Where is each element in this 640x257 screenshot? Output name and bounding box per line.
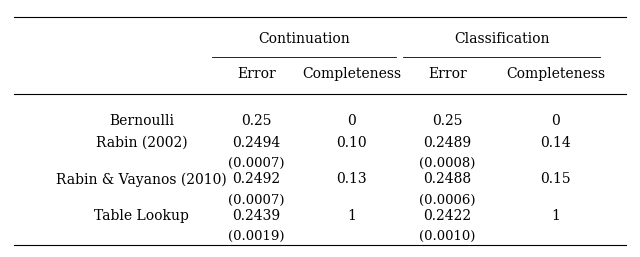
Text: Completeness: Completeness	[506, 67, 605, 81]
Text: Table Lookup: Table Lookup	[94, 209, 189, 223]
Text: 0.14: 0.14	[540, 136, 571, 150]
Text: Rabin (2002): Rabin (2002)	[96, 136, 188, 150]
Text: Bernoulli: Bernoulli	[109, 114, 174, 128]
Text: 0: 0	[348, 114, 356, 128]
Text: 0.2494: 0.2494	[232, 136, 280, 150]
Text: (0.0007): (0.0007)	[228, 194, 285, 207]
Text: 0.25: 0.25	[241, 114, 271, 128]
Text: (0.0008): (0.0008)	[419, 157, 476, 170]
Text: Error: Error	[237, 67, 276, 81]
Text: Error: Error	[428, 67, 467, 81]
Text: 0.2492: 0.2492	[232, 172, 280, 186]
Text: Continuation: Continuation	[258, 32, 350, 46]
Text: 1: 1	[348, 209, 356, 223]
Text: (0.0019): (0.0019)	[228, 230, 285, 243]
Text: Classification: Classification	[454, 32, 549, 46]
Text: 0.10: 0.10	[337, 136, 367, 150]
Text: (0.0007): (0.0007)	[228, 157, 285, 170]
Text: 1: 1	[551, 209, 560, 223]
Text: 0.2488: 0.2488	[424, 172, 472, 186]
Text: 0.15: 0.15	[540, 172, 571, 186]
Text: 0: 0	[552, 114, 560, 128]
Text: (0.0006): (0.0006)	[419, 194, 476, 207]
Text: Rabin & Vayanos (2010): Rabin & Vayanos (2010)	[56, 172, 227, 187]
Text: 0.2489: 0.2489	[424, 136, 472, 150]
Text: 0.25: 0.25	[432, 114, 463, 128]
Text: Completeness: Completeness	[302, 67, 401, 81]
Text: 0.2422: 0.2422	[424, 209, 472, 223]
Text: (0.0010): (0.0010)	[419, 230, 476, 243]
Text: 0.2439: 0.2439	[232, 209, 280, 223]
Text: 0.13: 0.13	[337, 172, 367, 186]
